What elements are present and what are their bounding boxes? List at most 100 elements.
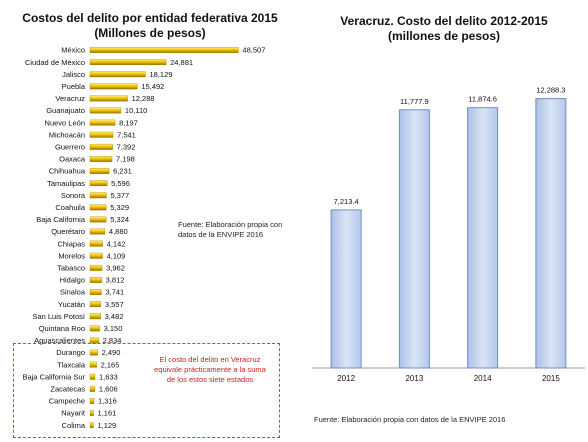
seven-states-highlight-box (13, 343, 280, 438)
veracruz-year-label: 2015 (542, 374, 560, 383)
state-category-label: Ciudad de México (25, 58, 85, 67)
state-bar (89, 168, 110, 174)
state-bar (89, 325, 100, 332)
state-category-label: Veracruz (55, 94, 85, 103)
state-bar (89, 410, 94, 416)
state-category-label: Guerrero (55, 142, 85, 151)
state-category-label: Michoacán (49, 130, 85, 139)
state-bar (89, 349, 98, 356)
state-category-label: Yucatán (58, 300, 85, 309)
state-category-label: Chihuahua (49, 167, 86, 176)
state-value-label: 2,490 (102, 348, 121, 357)
veracruz-chart-subtitle: (millones de pesos) (387, 29, 501, 43)
state-value-label: 10,110 (125, 106, 147, 115)
state-bar (89, 83, 138, 90)
state-category-label: Querétaro (51, 227, 85, 236)
state-value-label: 3,741 (105, 288, 124, 297)
state-bar (89, 131, 114, 138)
state-chart-subtitle: (Millones de pesos) (94, 26, 206, 40)
state-value-label: 48,507 (242, 46, 265, 55)
state-category-label: Quintana Roo (39, 324, 85, 333)
state-bar (89, 59, 167, 66)
state-value-label: 18,129 (149, 70, 172, 79)
state-bar (89, 252, 103, 259)
state-value-label: 1,606 (99, 384, 118, 393)
veracruz-year-bar (467, 107, 499, 369)
state-bar (89, 373, 96, 380)
veracruz-chart-title: Veracruz. Costo del delito 2012-2015 (340, 14, 548, 28)
state-value-label: 15,492 (141, 82, 164, 91)
state-value-label: 6,231 (113, 167, 132, 176)
veracruz-value-label: 12,288.3 (536, 86, 565, 95)
state-value-label: 4,142 (107, 239, 126, 248)
state-category-label: Tamaulipas (47, 179, 85, 188)
state-bar-chart: México 48,507 Ciudad de México 24,881 Jalisc… (22, 46, 265, 430)
state-bar (89, 180, 108, 187)
state-bar (89, 107, 122, 114)
state-bar (89, 240, 103, 247)
state-value-label: 5,596 (111, 179, 130, 188)
state-category-label: México (61, 46, 85, 55)
state-crime-cost-panel: Costos del delito por entidad federativa… (10, 11, 290, 438)
state-chart-title-block: Costos del delito por entidad federativa… (10, 11, 290, 41)
state-bar (89, 313, 101, 320)
state-bar (89, 204, 107, 211)
state-bar (89, 216, 107, 223)
state-value-label: 1,129 (97, 421, 116, 430)
state-value-label: 2,165 (101, 360, 120, 369)
veracruz-year-label: 2014 (474, 374, 492, 383)
state-bar (89, 277, 102, 283)
state-bar (89, 156, 113, 162)
state-bar (89, 192, 107, 199)
state-value-label: 2,834 (103, 336, 122, 345)
state-category-label: Tlaxcala (57, 360, 86, 369)
state-value-label: 24,881 (170, 58, 193, 67)
state-value-label: 3,482 (105, 312, 124, 321)
state-value-label: 3,557 (105, 300, 124, 309)
state-category-label: Baja California (36, 215, 86, 224)
state-bar (89, 264, 103, 271)
state-bar (89, 95, 128, 102)
state-bar (89, 47, 239, 53)
state-category-label: Coahuila (55, 203, 85, 212)
state-value-label: 4,109 (107, 251, 126, 260)
veracruz-equivalence-annotation: El costo del delito en Veracruz equivale… (154, 355, 266, 384)
state-value-label: 12,288 (132, 94, 155, 103)
state-category-label: Morelos (58, 251, 85, 260)
veracruz-bar-chart: 7,213.4 2012 11,777.9 2013 11,874.6 2014 12,28… (312, 86, 585, 383)
state-bar (89, 228, 106, 235)
state-value-label: 4,880 (109, 227, 128, 236)
state-value-label: 3,812 (106, 276, 125, 285)
veracruz-year-bar (398, 109, 430, 369)
state-category-label: Nuevo León (45, 118, 85, 127)
state-bar (89, 143, 113, 150)
state-bar (89, 289, 102, 295)
state-category-label: Guanajuato (46, 106, 85, 115)
state-value-label: 3,150 (104, 324, 123, 333)
veracruz-trend-panel: Veracruz. Costo del delito 2012-2015 (mi… (300, 0, 588, 442)
veracruz-year-label: 2013 (405, 374, 423, 383)
state-category-label: Nayarit (61, 409, 86, 418)
state-category-label: Sinaloa (60, 288, 86, 297)
state-bar (89, 119, 116, 126)
veracruz-source-note: Fuente: Elaboración propia con datos de … (314, 415, 506, 424)
state-value-label: 1,316 (98, 397, 117, 406)
veracruz-chart-title-block: Veracruz. Costo del delito 2012-2015 (mi… (310, 14, 578, 44)
state-value-label: 5,377 (110, 191, 129, 200)
state-bar (89, 422, 94, 429)
veracruz-year-label: 2012 (337, 374, 355, 383)
state-bar (89, 71, 146, 78)
state-category-label: Zacatecas (50, 384, 85, 393)
veracruz-value-label: 7,213.4 (334, 197, 359, 206)
state-source-note: Fuente: Elaboración propia con datos de … (178, 220, 283, 239)
state-value-label: 1,633 (99, 372, 118, 381)
state-bar (89, 398, 95, 404)
state-category-label: Hidalgo (60, 276, 85, 285)
state-category-label: Tabasco (57, 263, 85, 272)
state-value-label: 3,962 (106, 263, 125, 272)
state-value-label: 7,198 (116, 155, 135, 164)
state-value-label: 7,392 (117, 142, 136, 151)
veracruz-year-bar (535, 98, 567, 369)
state-bar (89, 385, 96, 392)
state-chart-title: Costos del delito por entidad federativa… (22, 11, 278, 25)
